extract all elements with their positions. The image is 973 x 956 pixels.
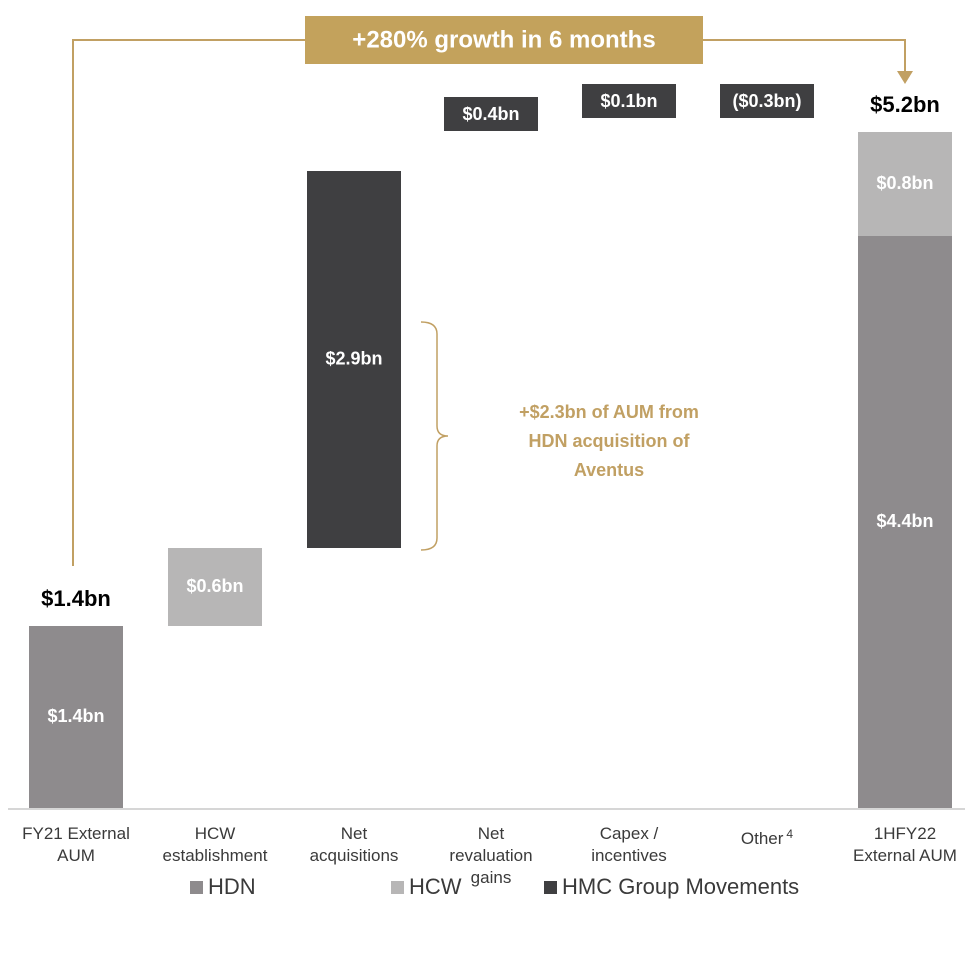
bar-segment [582, 84, 676, 118]
x-tick-label-line: gains [449, 867, 532, 889]
data-label: $1.4bn [47, 706, 104, 726]
x-tick-label-line: 1HFY22 [853, 823, 957, 845]
growth-connector-right [703, 39, 906, 72]
legend-swatch [190, 880, 203, 894]
legend-item: HCW [391, 874, 462, 900]
footnote-marker: 4 [786, 827, 794, 841]
x-tick-label-line: Net [310, 823, 399, 845]
x-tick-text: Other [740, 829, 784, 848]
bar-segment [858, 236, 952, 808]
legend-item: HDN [190, 874, 256, 900]
acquisition-bracket [420, 321, 449, 551]
growth-banner [305, 16, 703, 64]
x-tick-label-line: acquisitions [310, 845, 399, 867]
x-tick-label-line: External AUM [853, 845, 957, 867]
x-tick-label-line: incentives [591, 845, 667, 867]
growth-arrow-head [897, 71, 913, 84]
x-tick-label: FY21 External AUM [22, 823, 130, 867]
x-tick-text: External AUM [853, 846, 957, 865]
data-label: ($0.3bn) [732, 91, 801, 111]
x-tick-text: 1HFY22 [873, 824, 937, 843]
x-tick-label: Net acquisitions [310, 823, 399, 867]
growth-banner-text: +280% growth in 6 months [352, 26, 655, 53]
data-label: $0.4bn [462, 104, 519, 124]
x-tick-text: Net [340, 824, 368, 843]
total-label: $1.4bn [41, 586, 111, 611]
x-tick-text: Net [477, 824, 505, 843]
x-tick-label: HCW establishment [163, 823, 268, 867]
total-label: $5.2bn [870, 92, 940, 117]
legend-label: HMC Group Movements [562, 874, 800, 899]
x-tick-label-line: FY21 External [22, 823, 130, 845]
bar-segment [720, 84, 814, 118]
growth-connector-left [72, 39, 305, 566]
data-label: $4.4bn [876, 511, 933, 531]
x-tick-label-line: Other 4 [741, 823, 793, 850]
x-tick-label-line: establishment [163, 845, 268, 867]
x-tick-label: Capex / incentives [591, 823, 667, 867]
data-label: $0.1bn [600, 91, 657, 111]
x-tick-text: incentives [591, 846, 667, 865]
legend-swatch [544, 880, 557, 894]
x-tick-text: AUM [57, 846, 95, 865]
bracket-annotation-line: HDN acquisition of [529, 431, 691, 451]
x-tick-text: Capex / [599, 824, 659, 843]
x-tick-text: FY21 External [22, 824, 130, 843]
x-tick-text: establishment [162, 846, 268, 865]
waterfall-chart: $1.4bn $1.4bn $0.6bn $2.9bn $0.4bn $0.1bn ($0.… [8, 16, 965, 810]
x-tick-text: revaluation [449, 846, 533, 865]
x-tick-label-line: revaluation [449, 845, 532, 867]
x-tick-label: Net revaluation gains [449, 823, 532, 889]
bar-segment [29, 626, 123, 808]
bar-segment [168, 548, 262, 626]
x-tick-text: gains [470, 868, 512, 887]
legend: HDN HCW HMC Group Movements [0, 874, 973, 904]
x-tick-label: Other 4 [741, 823, 793, 850]
x-tick-text: acquisitions [309, 846, 399, 865]
bracket-annotation-line: +$2.3bn of AUM from [519, 402, 699, 422]
legend-label: HDN [208, 874, 256, 899]
bar-segment [444, 97, 538, 131]
legend-item: HMC Group Movements [544, 874, 799, 900]
legend-label: HCW [409, 874, 462, 899]
data-label: $2.9bn [325, 348, 382, 368]
x-tick-label-line: Capex / [591, 823, 667, 845]
x-tick-label-line: Net [449, 823, 532, 845]
bar-segment [307, 171, 401, 548]
x-tick-label-line: AUM [22, 845, 130, 867]
bracket-annotation-line: Aventus [574, 460, 644, 480]
x-tick-label: 1HFY22 External AUM [853, 823, 957, 867]
data-label: $0.6bn [186, 576, 243, 596]
x-tick-label-line: HCW [163, 823, 268, 845]
data-label: $0.8bn [876, 173, 933, 193]
legend-swatch [391, 880, 404, 894]
bar-segment [858, 132, 952, 236]
x-tick-text: HCW [194, 824, 236, 843]
